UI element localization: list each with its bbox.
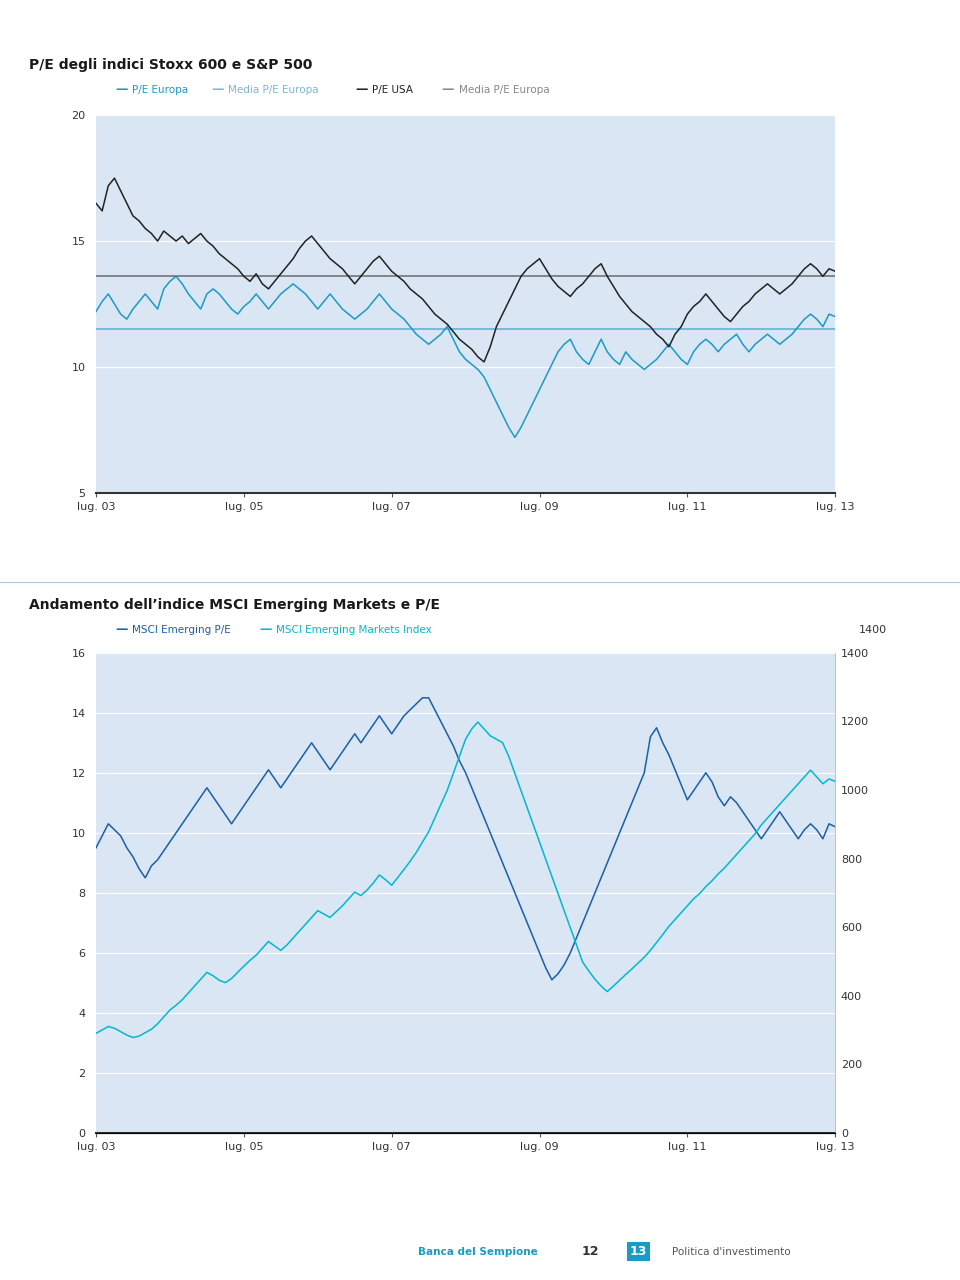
Text: —: — bbox=[211, 83, 224, 96]
Text: P/E degli indici Stoxx 600 e S&P 500: P/E degli indici Stoxx 600 e S&P 500 bbox=[29, 58, 312, 72]
Text: —: — bbox=[355, 83, 368, 96]
Text: P/E Europa: P/E Europa bbox=[132, 84, 188, 95]
Text: —: — bbox=[442, 83, 454, 96]
Text: Andamento dell’indice MSCI Emerging Markets e P/E: Andamento dell’indice MSCI Emerging Mark… bbox=[29, 598, 440, 612]
Text: —: — bbox=[115, 83, 128, 96]
Text: —: — bbox=[115, 623, 128, 636]
Text: Politica d'investimento: Politica d'investimento bbox=[672, 1247, 791, 1257]
Text: MSCI Emerging P/E: MSCI Emerging P/E bbox=[132, 625, 231, 635]
Text: 13: 13 bbox=[630, 1245, 647, 1258]
Text: —: — bbox=[259, 623, 272, 636]
Text: Media P/E Europa: Media P/E Europa bbox=[459, 84, 549, 95]
Text: Banca del Sempione: Banca del Sempione bbox=[418, 1247, 538, 1257]
Text: Media P/E Europa: Media P/E Europa bbox=[228, 84, 319, 95]
Text: P/E USA: P/E USA bbox=[372, 84, 414, 95]
Text: 1400: 1400 bbox=[859, 625, 887, 635]
Text: 12: 12 bbox=[582, 1245, 599, 1258]
Text: MSCI Emerging Markets Index: MSCI Emerging Markets Index bbox=[276, 625, 432, 635]
